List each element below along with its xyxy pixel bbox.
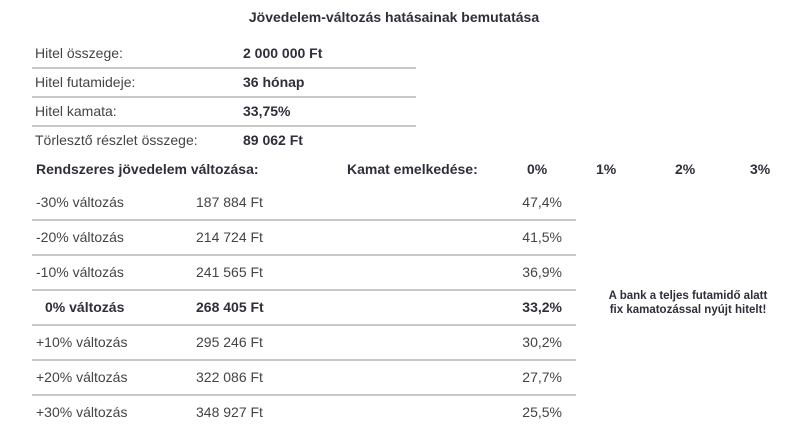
change-label: +10% változás: [36, 334, 128, 350]
change-label: +20% változás: [36, 369, 128, 385]
loan-rate-label: Hitel kamata:: [35, 103, 117, 119]
change-label: -20% változás: [36, 229, 124, 245]
fixed-rate-note: A bank a teljes futamidő alatt fix kamat…: [598, 289, 778, 317]
ratio-value: 30,2%: [522, 334, 562, 350]
rate-header-2: 2%: [675, 161, 696, 177]
change-label: 0% változás: [45, 299, 125, 315]
ratio-value: 47,4%: [522, 194, 562, 210]
income-value: 322 086 Ft: [196, 369, 263, 385]
rate-increase-header: Kamat emelkedése:: [347, 161, 478, 177]
table-row: +30% változás 348 927 Ft 25,5%: [32, 396, 576, 429]
ratio-value: 36,9%: [522, 264, 562, 280]
table-row: -10% változás 241 565 Ft 36,9%: [32, 256, 576, 291]
table-row: +10% változás 295 246 Ft 30,2%: [32, 326, 576, 361]
ratio-value: 27,7%: [522, 369, 562, 385]
rate-header-1: 1%: [596, 161, 617, 177]
income-change-table: -30% változás 187 884 Ft 47,4% -20% vált…: [32, 186, 576, 429]
income-value: 241 565 Ft: [196, 264, 263, 280]
loan-amount-row: Hitel összege: 2 000 000 Ft: [32, 40, 416, 69]
loan-rate-value: 33,75%: [243, 103, 291, 119]
loan-amount-label: Hitel összege:: [35, 45, 123, 61]
installment-value: 89 062 Ft: [243, 132, 303, 148]
table-row: +20% változás 322 086 Ft 27,7%: [32, 361, 576, 396]
note-line-1: A bank a teljes futamidő alatt: [608, 290, 768, 302]
change-label: -30% változás: [36, 194, 124, 210]
income-value: 187 884 Ft: [196, 194, 263, 210]
rate-header-3: 3%: [750, 161, 771, 177]
change-label: +30% változás: [36, 404, 128, 420]
note-line-2: fix kamatozással nyújt hitelt!: [609, 304, 767, 316]
table-header: Rendszeres jövedelem változása: Kamat em…: [0, 161, 788, 181]
table-row: -20% változás 214 724 Ft 41,5%: [32, 221, 576, 256]
loan-term-value: 36 hónap: [243, 74, 305, 90]
table-row: -30% változás 187 884 Ft 47,4%: [32, 186, 576, 221]
table-row-baseline: 0% változás 268 405 Ft 33,2%: [32, 291, 576, 326]
income-value: 295 246 Ft: [196, 334, 263, 350]
income-change-header: Rendszeres jövedelem változása:: [36, 161, 259, 177]
change-label: -10% változás: [36, 264, 124, 280]
page-title: Jövedelem-változás hatásainak bemutatása: [248, 9, 540, 25]
loan-term-label: Hitel futamideje:: [35, 74, 136, 90]
installment-row: Törlesztő részlet összege: 89 062 Ft: [32, 127, 416, 154]
income-value: 348 927 Ft: [196, 404, 263, 420]
loan-info-table: Hitel összege: 2 000 000 Ft Hitel futami…: [32, 40, 416, 154]
rate-header-0: 0%: [527, 161, 548, 177]
income-value: 268 405 Ft: [196, 299, 264, 315]
income-value: 214 724 Ft: [196, 229, 263, 245]
ratio-value: 41,5%: [522, 229, 562, 245]
ratio-value: 33,2%: [522, 299, 562, 315]
ratio-value: 25,5%: [522, 404, 562, 420]
loan-term-row: Hitel futamideje: 36 hónap: [32, 69, 416, 98]
loan-amount-value: 2 000 000 Ft: [243, 45, 323, 61]
loan-rate-row: Hitel kamata: 33,75%: [32, 98, 416, 127]
installment-label: Törlesztő részlet összege:: [35, 132, 198, 148]
